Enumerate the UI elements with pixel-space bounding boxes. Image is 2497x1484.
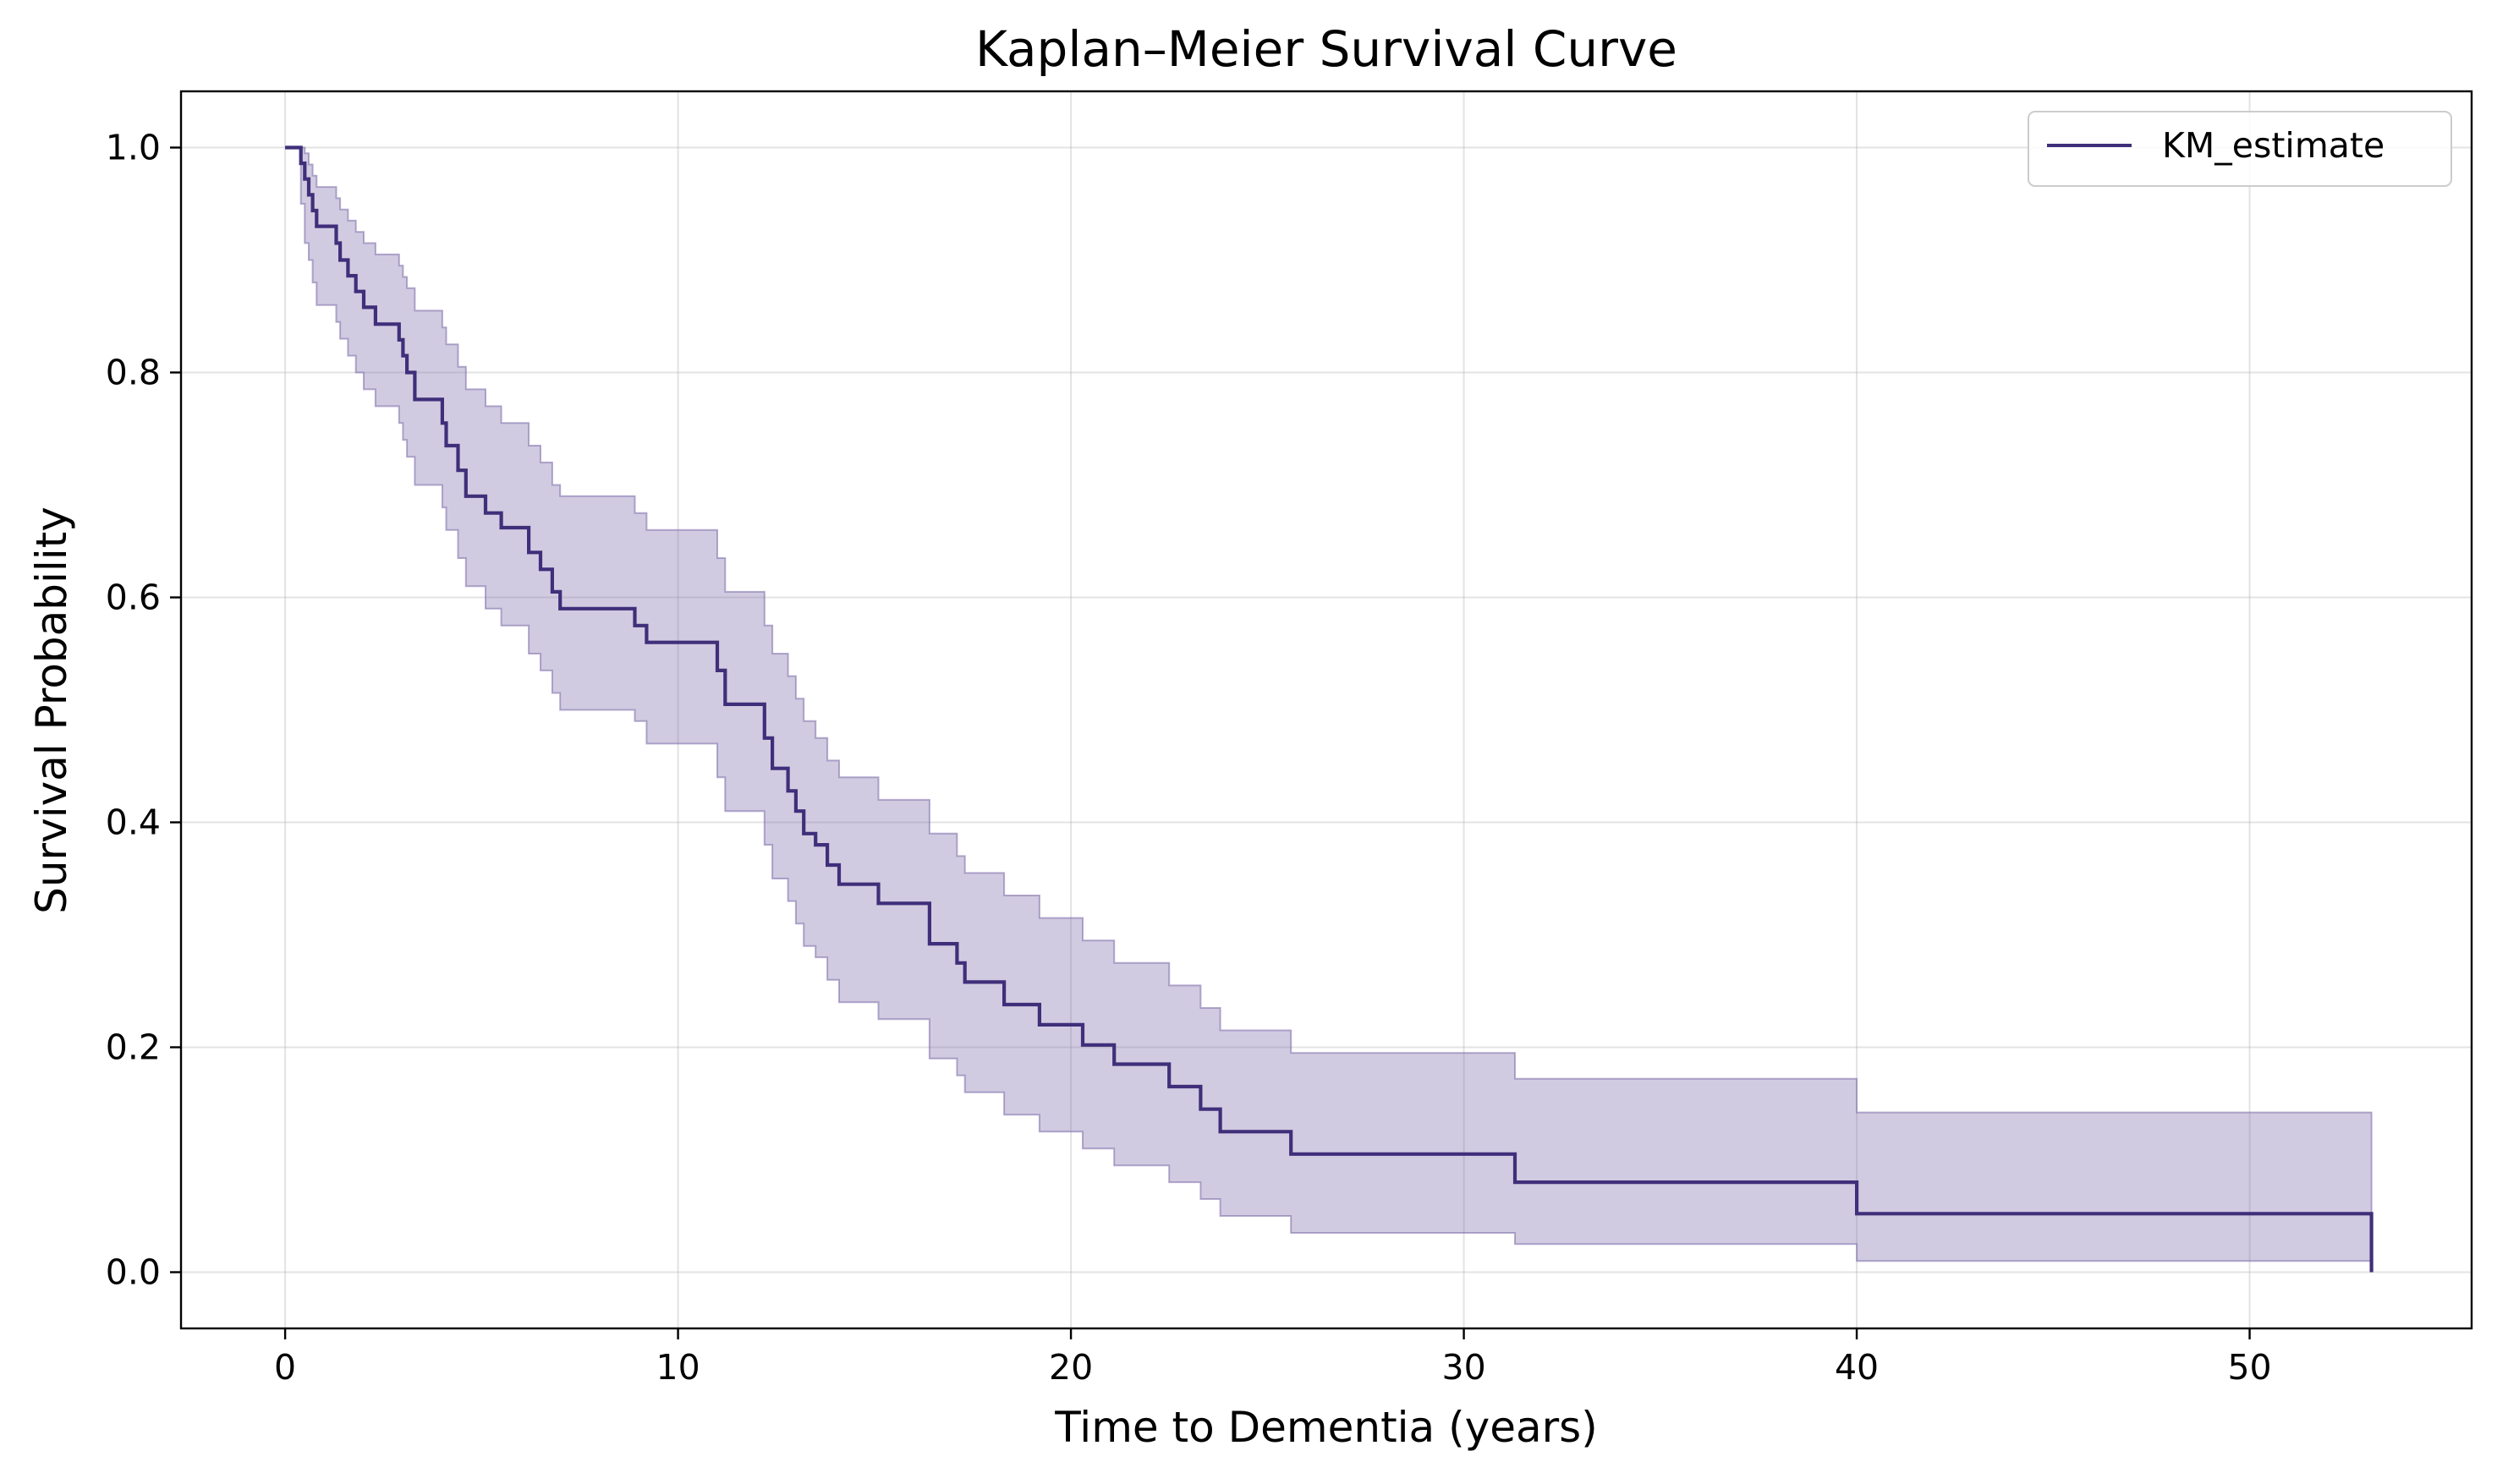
y-tick-label: 1.0 bbox=[106, 128, 161, 168]
x-tick-label: 0 bbox=[274, 1347, 296, 1388]
y-tick-label: 0.2 bbox=[106, 1027, 161, 1068]
legend-label: KM_estimate bbox=[2162, 125, 2384, 166]
survival-step-line bbox=[285, 145, 2374, 1273]
x-tick-label: 10 bbox=[656, 1347, 700, 1388]
y-axis-ticks: 0.0 0.2 0.4 0.6 0.8 1.0 bbox=[106, 128, 181, 1293]
x-tick-label: 50 bbox=[2227, 1347, 2271, 1388]
plot-frame bbox=[179, 90, 2473, 1330]
x-axis-ticks: 0 10 20 30 40 50 bbox=[274, 1328, 2272, 1388]
legend-box bbox=[2028, 111, 2452, 187]
x-tick-label: 40 bbox=[1835, 1347, 1879, 1388]
chart-title: Kaplan–Meier Survival Curve bbox=[975, 20, 1677, 78]
confidence-band-layer bbox=[285, 146, 2373, 1270]
y-tick-label: 0.4 bbox=[106, 802, 161, 843]
x-tick-label: 30 bbox=[1441, 1347, 1485, 1388]
grid-lines bbox=[181, 91, 2472, 1328]
y-tick-label: 0.8 bbox=[106, 353, 161, 393]
x-axis-label: Time to Dementia (years) bbox=[1054, 1403, 1597, 1452]
x-tick-label: 20 bbox=[1049, 1347, 1093, 1388]
survival-line-layer bbox=[285, 145, 2374, 1273]
confidence-band bbox=[285, 146, 2373, 1270]
y-tick-label: 0.0 bbox=[106, 1252, 161, 1293]
y-tick-label: 0.6 bbox=[106, 578, 161, 618]
legend: KM_estimate bbox=[2028, 111, 2452, 187]
y-axis-label: Survival Probability bbox=[27, 507, 76, 914]
